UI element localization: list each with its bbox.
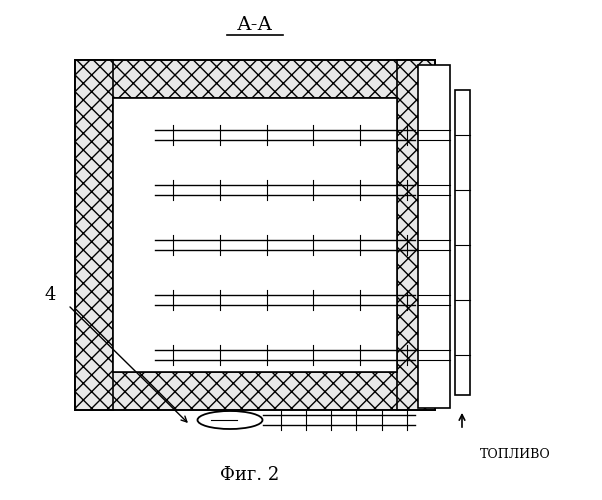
Text: 4: 4 [45,286,56,304]
Text: Фиг. 2: Фиг. 2 [220,466,279,484]
Text: ТОПЛИВО: ТОПЛИВО [480,448,551,462]
Bar [113,98,397,372]
Bar [418,65,450,408]
Bar [397,60,435,410]
Bar [75,372,435,410]
Ellipse shape [197,411,262,429]
Text: А-А: А-А [237,16,273,34]
Bar [75,60,113,410]
Bar [75,60,435,98]
Bar [455,90,470,395]
Bar [75,60,435,410]
